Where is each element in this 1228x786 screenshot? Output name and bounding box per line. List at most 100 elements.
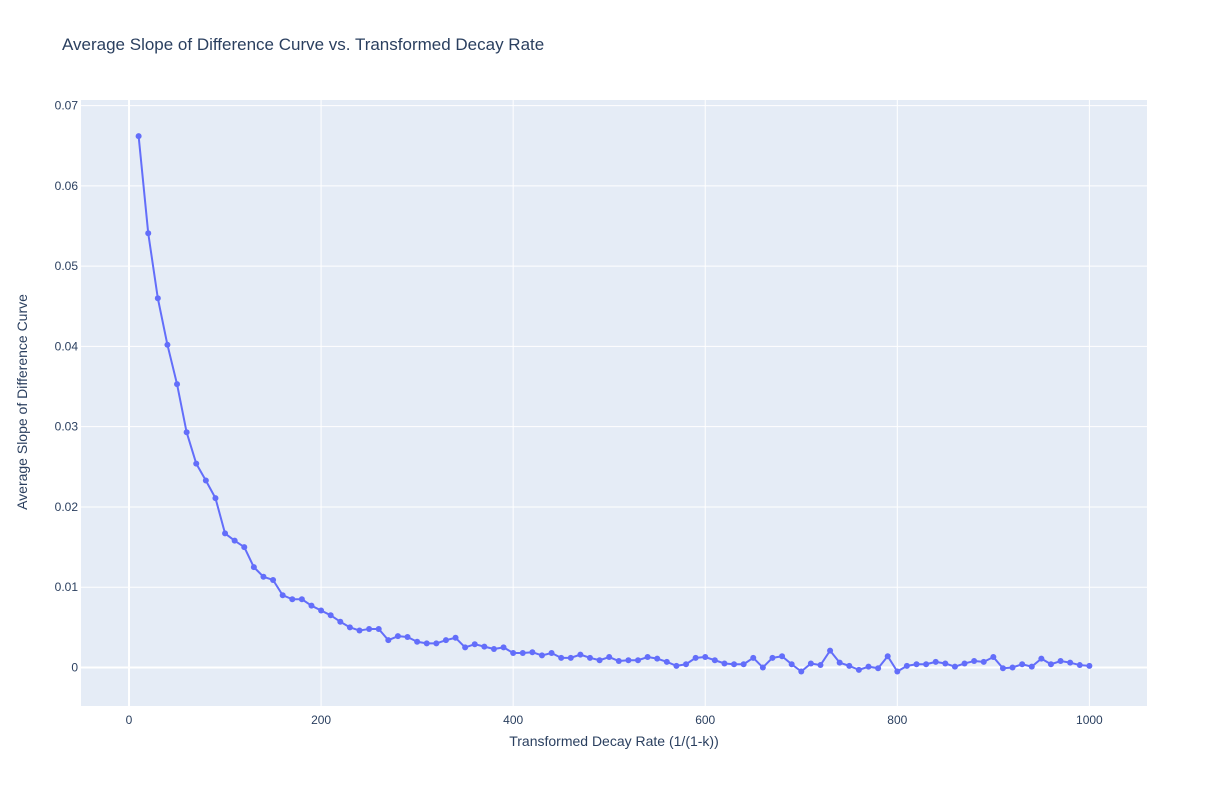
data-point[interactable] — [471, 641, 478, 648]
data-point[interactable] — [308, 602, 315, 609]
data-point[interactable] — [702, 654, 709, 661]
data-point[interactable] — [356, 627, 363, 634]
data-point[interactable] — [212, 495, 219, 502]
data-point[interactable] — [270, 576, 277, 583]
data-point[interactable] — [971, 658, 978, 665]
data-point[interactable] — [154, 295, 161, 302]
data-point[interactable] — [942, 660, 949, 667]
data-point[interactable] — [711, 657, 718, 664]
data-point[interactable] — [654, 655, 661, 662]
data-point[interactable] — [135, 133, 142, 140]
data-point[interactable] — [721, 660, 728, 667]
data-point[interactable] — [836, 659, 843, 666]
data-point[interactable] — [1076, 662, 1083, 669]
data-point[interactable] — [990, 654, 997, 661]
data-point[interactable] — [1047, 661, 1054, 668]
data-point[interactable] — [375, 625, 382, 632]
data-point[interactable] — [538, 652, 545, 659]
data-point[interactable] — [1019, 661, 1026, 668]
data-point[interactable] — [932, 658, 939, 665]
data-point[interactable] — [366, 625, 373, 632]
data-point[interactable] — [241, 544, 248, 551]
data-point[interactable] — [423, 640, 430, 647]
data-point[interactable] — [577, 651, 584, 658]
data-point[interactable] — [519, 650, 526, 657]
data-point[interactable] — [298, 596, 305, 603]
data-point[interactable] — [452, 634, 459, 641]
data-point[interactable] — [174, 381, 181, 388]
data-point[interactable] — [490, 646, 497, 653]
data-point[interactable] — [606, 654, 613, 661]
data-point[interactable] — [865, 663, 872, 670]
data-point[interactable] — [548, 650, 555, 657]
data-point[interactable] — [692, 654, 699, 661]
data-point[interactable] — [846, 662, 853, 669]
data-point[interactable] — [923, 661, 930, 668]
data-point[interactable] — [289, 596, 296, 603]
data-point[interactable] — [404, 633, 411, 640]
data-point[interactable] — [462, 644, 469, 651]
data-point[interactable] — [663, 658, 670, 665]
data-point[interactable] — [961, 660, 968, 667]
data-point[interactable] — [798, 668, 805, 675]
data-point[interactable] — [759, 664, 766, 671]
data-point[interactable] — [510, 650, 517, 657]
data-point[interactable] — [1086, 662, 1093, 669]
data-point[interactable] — [635, 657, 642, 664]
data-point[interactable] — [500, 644, 507, 651]
data-point[interactable] — [913, 661, 920, 668]
data-point[interactable] — [673, 662, 680, 669]
data-point[interactable] — [884, 653, 891, 660]
data-point[interactable] — [529, 649, 536, 656]
data-point[interactable] — [596, 657, 603, 664]
data-point[interactable] — [558, 654, 565, 661]
data-point[interactable] — [145, 230, 152, 237]
data-point[interactable] — [740, 661, 747, 668]
data-point[interactable] — [731, 661, 738, 668]
data-point[interactable] — [1009, 664, 1016, 671]
data-point[interactable] — [827, 647, 834, 654]
data-point[interactable] — [327, 612, 334, 619]
data-point[interactable] — [875, 665, 882, 672]
data-point[interactable] — [260, 573, 267, 580]
data-point[interactable] — [250, 564, 257, 571]
data-point[interactable] — [231, 537, 238, 544]
data-point[interactable] — [346, 624, 353, 631]
data-point[interactable] — [481, 643, 488, 650]
data-point[interactable] — [817, 662, 824, 669]
data-point[interactable] — [586, 654, 593, 661]
data-point[interactable] — [394, 633, 401, 640]
data-point[interactable] — [788, 661, 795, 668]
plot-area[interactable] — [81, 100, 1147, 706]
data-point[interactable] — [1067, 659, 1074, 666]
data-point[interactable] — [951, 663, 958, 670]
data-point[interactable] — [202, 477, 209, 484]
data-point[interactable] — [385, 637, 392, 644]
data-point[interactable] — [193, 460, 200, 467]
data-point[interactable] — [683, 661, 690, 668]
data-point[interactable] — [318, 607, 325, 614]
data-point[interactable] — [807, 660, 814, 667]
data-point[interactable] — [615, 658, 622, 665]
data-point[interactable] — [1028, 663, 1035, 670]
data-point[interactable] — [183, 429, 190, 436]
data-point[interactable] — [894, 668, 901, 675]
data-point[interactable] — [980, 658, 987, 665]
data-point[interactable] — [625, 657, 632, 664]
data-point[interactable] — [433, 640, 440, 647]
data-point[interactable] — [567, 654, 574, 661]
data-point[interactable] — [222, 530, 229, 537]
data-point[interactable] — [442, 637, 449, 644]
data-point[interactable] — [855, 666, 862, 673]
data-point[interactable] — [644, 654, 651, 661]
data-point[interactable] — [164, 341, 171, 348]
data-point[interactable] — [1038, 655, 1045, 662]
data-point[interactable] — [903, 662, 910, 669]
data-point[interactable] — [999, 665, 1006, 672]
data-point[interactable] — [779, 653, 786, 660]
data-point[interactable] — [769, 654, 776, 661]
data-point[interactable] — [279, 592, 286, 599]
data-point[interactable] — [414, 638, 421, 645]
data-point[interactable] — [1057, 658, 1064, 665]
data-point[interactable] — [750, 654, 757, 661]
